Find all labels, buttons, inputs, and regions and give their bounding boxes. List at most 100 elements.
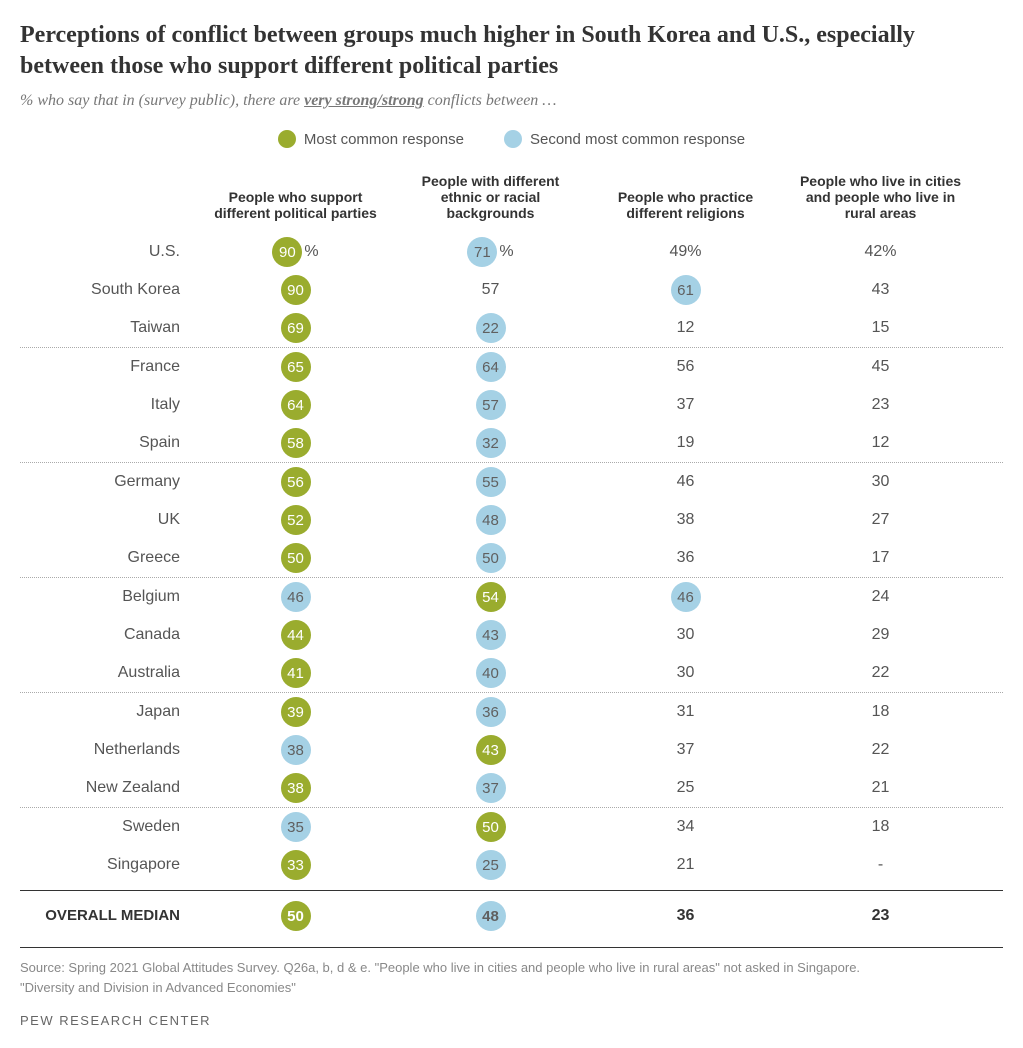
data-cell: 38 xyxy=(198,735,393,765)
table-row: Australia41403022 xyxy=(20,654,1003,692)
column-header: People who practice different religions xyxy=(588,189,783,221)
data-cell: 52 xyxy=(198,505,393,535)
chart-title: Perceptions of conflict between groups m… xyxy=(20,20,1003,82)
data-cell: 56 xyxy=(198,467,393,497)
subtitle-pre: % who say that in (survey public), there… xyxy=(20,92,304,109)
data-cell: 69 xyxy=(198,313,393,343)
data-cell: - xyxy=(783,856,978,874)
highlight-circle: 50 xyxy=(281,901,311,931)
data-cell: 37 xyxy=(588,396,783,414)
data-cell: 40 xyxy=(393,658,588,688)
logo: PEW RESEARCH CENTER xyxy=(20,1013,1003,1028)
highlight-circle: 43 xyxy=(476,620,506,650)
cell-value: 49% xyxy=(669,243,701,261)
cell-value: 12 xyxy=(677,319,695,337)
data-cell: 61 xyxy=(588,275,783,305)
row-label: Germany xyxy=(20,473,198,491)
highlight-circle: 48 xyxy=(476,901,506,931)
cell-value: 27 xyxy=(872,511,890,529)
highlight-circle: 25 xyxy=(476,850,506,880)
data-table: People who support different political p… xyxy=(20,173,1003,941)
data-cell: 22 xyxy=(393,313,588,343)
cell-value: 42% xyxy=(864,243,896,261)
table-row: Singapore 33 25 21 - xyxy=(20,846,1003,884)
row-label: Taiwan xyxy=(20,319,198,337)
percent-suffix: % xyxy=(499,243,513,261)
data-cell: 17 xyxy=(783,549,978,567)
data-cell: 23 xyxy=(783,396,978,414)
highlight-circle: 65 xyxy=(281,352,311,382)
data-cell: 25 xyxy=(588,779,783,797)
data-cell: 24 xyxy=(783,588,978,606)
cell-value: 37 xyxy=(677,741,695,759)
data-cell: 56 xyxy=(588,358,783,376)
cell-value: 19 xyxy=(677,434,695,452)
data-cell: 18 xyxy=(783,818,978,836)
cell-value: 18 xyxy=(872,703,890,721)
data-cell: 36 xyxy=(588,907,783,925)
cell-value: 22 xyxy=(872,741,890,759)
cell-value: 22 xyxy=(872,664,890,682)
cell-value: 46 xyxy=(677,473,695,491)
cell-value: 24 xyxy=(872,588,890,606)
highlight-circle: 54 xyxy=(476,582,506,612)
highlight-circle: 43 xyxy=(476,735,506,765)
data-cell: 48 xyxy=(393,901,588,931)
data-cell: 46 xyxy=(588,473,783,491)
highlight-circle: 46 xyxy=(671,582,701,612)
data-cell: 30 xyxy=(588,626,783,644)
chart-subtitle: % who say that in (survey public), there… xyxy=(20,92,1003,110)
highlight-circle: 58 xyxy=(281,428,311,458)
highlight-circle: 50 xyxy=(476,812,506,842)
data-cell: 33 xyxy=(198,850,393,880)
cell-value: 37 xyxy=(677,396,695,414)
legend-most: Most common response xyxy=(278,130,464,148)
cell-value: 21 xyxy=(677,856,695,874)
row-label: Greece xyxy=(20,549,198,567)
highlight-circle: 40 xyxy=(476,658,506,688)
column-header: People with different ethnic or racial b… xyxy=(393,173,588,221)
cell-value: 23 xyxy=(872,907,890,925)
data-cell: 27 xyxy=(783,511,978,529)
cell-value: - xyxy=(878,856,883,874)
source-line-1: Source: Spring 2021 Global Attitudes Sur… xyxy=(20,958,1003,978)
highlight-circle: 44 xyxy=(281,620,311,650)
data-cell: 64 xyxy=(393,352,588,382)
cell-value: 45 xyxy=(872,358,890,376)
row-label: Singapore xyxy=(20,856,198,874)
data-cell: 43 xyxy=(783,281,978,299)
data-cell: 41 xyxy=(198,658,393,688)
column-header: People who support different political p… xyxy=(198,189,393,221)
row-label: Italy xyxy=(20,396,198,414)
highlight-circle: 61 xyxy=(671,275,701,305)
subtitle-post: conflicts between … xyxy=(424,92,557,109)
data-cell: 35 xyxy=(198,812,393,842)
highlight-circle: 33 xyxy=(281,850,311,880)
table-row: Germany5655 46 30 xyxy=(20,462,1003,501)
data-cell: 44 xyxy=(198,620,393,650)
data-cell: 32 xyxy=(393,428,588,458)
data-cell: 50 xyxy=(198,543,393,573)
percent-suffix: % xyxy=(304,243,318,261)
row-label: France xyxy=(20,358,198,376)
highlight-circle: 50 xyxy=(281,543,311,573)
highlight-circle: 48 xyxy=(476,505,506,535)
data-cell: 30 xyxy=(783,473,978,491)
data-cell: 50 xyxy=(198,901,393,931)
data-cell: 15 xyxy=(783,319,978,337)
row-label: Belgium xyxy=(20,588,198,606)
data-cell: 36 xyxy=(393,697,588,727)
data-cell: 58 xyxy=(198,428,393,458)
highlight-circle: 22 xyxy=(476,313,506,343)
row-label: Canada xyxy=(20,626,198,644)
data-cell: 55 xyxy=(393,467,588,497)
highlight-circle: 46 xyxy=(281,582,311,612)
source-line-2: "Diversity and Division in Advanced Econ… xyxy=(20,978,1003,998)
data-cell: 37 xyxy=(393,773,588,803)
row-label: South Korea xyxy=(20,281,198,299)
cell-value: 17 xyxy=(872,549,890,567)
data-cell: 57 xyxy=(393,281,588,299)
highlight-circle: 39 xyxy=(281,697,311,727)
table-row: Greece50503617 xyxy=(20,539,1003,577)
data-cell: 25 xyxy=(393,850,588,880)
